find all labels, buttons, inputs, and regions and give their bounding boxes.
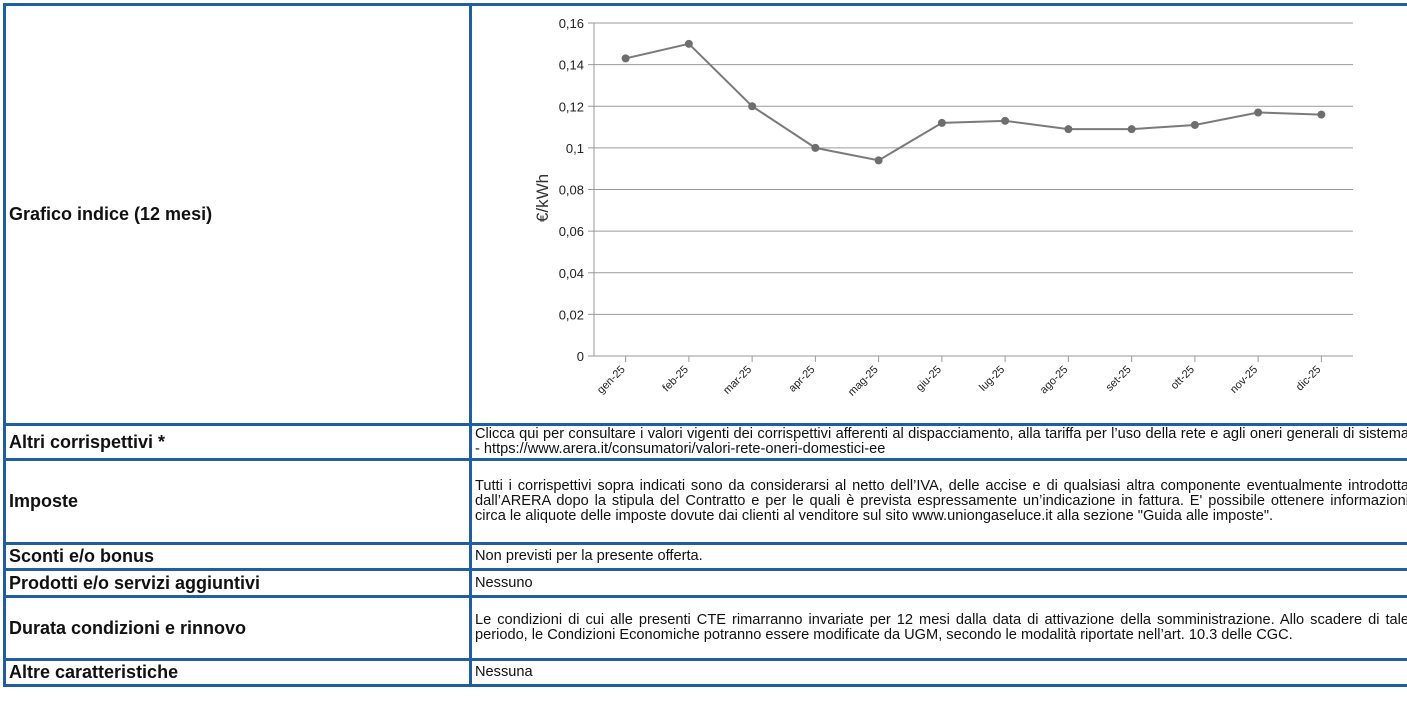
x-tick-label: feb-25 <box>660 363 691 394</box>
x-tick-label: ago-25 <box>1038 363 1071 396</box>
row-label-sconti: Sconti e/o bonus <box>3 542 472 571</box>
chart-cell: 0 0,02 0,04 0,06 0,08 0,1 0,12 0,14 0,16 gen-25 f… <box>469 3 1407 426</box>
row-value-sconti: Non previsti per la presente offerta. <box>469 542 1407 571</box>
data-point <box>1190 120 1199 129</box>
data-point <box>874 155 883 164</box>
row-altri: Altri corrispettivi * Clicca qui per con… <box>3 423 1407 461</box>
x-tick-label: mar-25 <box>721 363 754 396</box>
row-label-grafico: Grafico indice (12 mesi) <box>3 3 472 426</box>
data-point <box>1064 124 1073 133</box>
x-tick-label: dic-25 <box>1294 363 1324 393</box>
row-imposte: Imposte Tutti i corrispettivi sopra indi… <box>3 458 1407 545</box>
x-tick-label: apr-25 <box>787 363 818 394</box>
x-tick-label: set-25 <box>1104 363 1134 393</box>
y-tick-label: 0,12 <box>559 99 584 114</box>
row-value-prodotti: Nessuno <box>469 568 1407 598</box>
row-value-durata: Le condizioni di cui alle presenti CTE r… <box>469 595 1407 661</box>
row-altre: Altre caratteristiche Nessuna <box>3 658 1407 687</box>
index-line-chart: 0 0,02 0,04 0,06 0,08 0,1 0,12 0,14 0,16 gen-25 f… <box>533 16 1353 398</box>
row-sconti: Sconti e/o bonus Non previsti per la pre… <box>3 542 1407 571</box>
y-axis-label: €/kWh <box>533 173 552 221</box>
row-label-prodotti: Prodotti e/o servizi aggiuntivi <box>3 568 472 598</box>
y-tick-label: 0,04 <box>559 265 584 280</box>
data-point <box>684 39 693 48</box>
x-tick-label: ott-25 <box>1169 363 1197 391</box>
y-tick-label: 0,08 <box>559 182 584 197</box>
data-point <box>1001 116 1010 125</box>
data-point <box>621 53 630 62</box>
data-point <box>1254 107 1263 116</box>
y-tick-label: 0 <box>577 349 584 364</box>
series-line <box>625 42 1322 161</box>
row-label-imposte: Imposte <box>3 458 472 545</box>
row-value-altre: Nessuna <box>469 658 1407 687</box>
x-tick-label: mag-25 <box>846 363 881 398</box>
cte-table: Grafico indice (12 mesi) 0 0,02 0,04 0,06 0,… <box>3 3 1407 687</box>
x-tick-label: gen-25 <box>595 363 628 396</box>
row-label-durata: Durata condizioni e rinnovo <box>3 595 472 661</box>
y-tick-label: 0,1 <box>566 140 584 155</box>
y-tick-label: 0,16 <box>559 16 584 31</box>
data-point <box>937 118 946 127</box>
data-point <box>748 101 757 110</box>
y-tick-label: 0,14 <box>559 57 584 72</box>
y-tick-label: 0,06 <box>559 224 584 239</box>
data-point <box>1317 110 1326 119</box>
x-tick-label: nov-25 <box>1228 363 1260 395</box>
data-point <box>811 143 820 152</box>
row-durata: Durata condizioni e rinnovo Le condizion… <box>3 595 1407 661</box>
row-value-altri[interactable]: Clicca qui per consultare i valori vigen… <box>469 423 1407 461</box>
row-label-altri: Altri corrispettivi * <box>3 423 472 461</box>
row-grafico: Grafico indice (12 mesi) 0 0,02 0,04 0,06 0,… <box>3 3 1407 426</box>
y-tick-label: 0,02 <box>559 307 584 322</box>
data-point <box>1127 124 1136 133</box>
x-tick-label: lug-25 <box>977 363 1007 393</box>
row-value-imposte: Tutti i corrispettivi sopra indicati son… <box>469 458 1407 545</box>
row-label-altre: Altre caratteristiche <box>3 658 472 687</box>
row-prodotti: Prodotti e/o servizi aggiuntivi Nessuno <box>3 568 1407 598</box>
x-tick-label: giu-25 <box>914 363 944 393</box>
